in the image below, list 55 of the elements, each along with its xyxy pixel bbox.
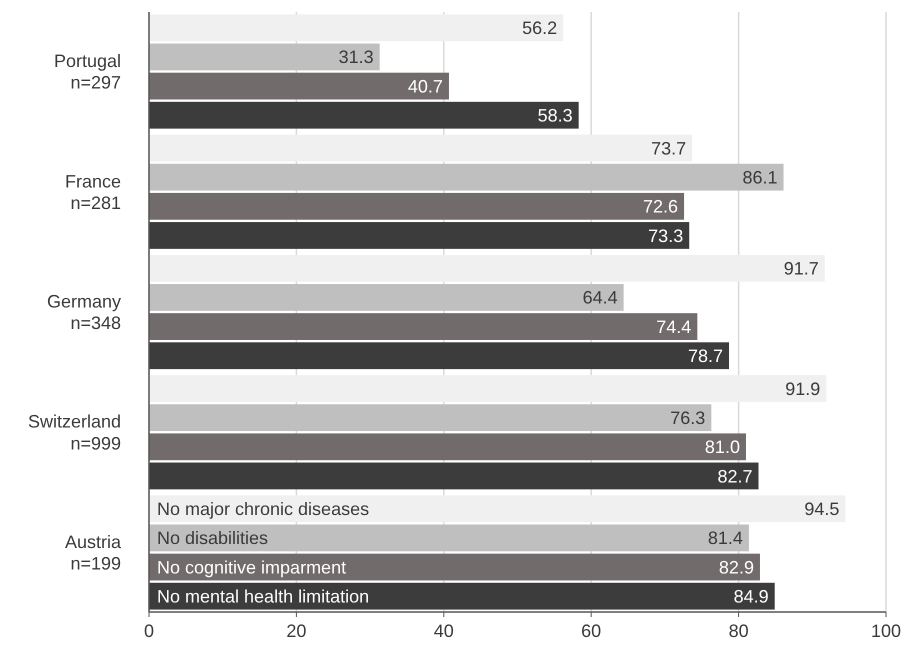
data-label: 31.3: [338, 47, 374, 68]
x-tick-label: 40: [434, 621, 454, 641]
bar: [149, 433, 746, 460]
data-label: 78.7: [688, 346, 724, 366]
data-label: 82.9: [718, 557, 754, 578]
series-label: No major chronic diseases: [157, 499, 370, 520]
data-label: 81.4: [708, 528, 743, 548]
data-label: 58.3: [538, 106, 573, 126]
x-tick-label: 80: [728, 621, 749, 641]
bar: [149, 254, 825, 282]
bar: [149, 192, 684, 220]
data-label: 81.0: [704, 437, 740, 458]
x-tick-label: 20: [286, 621, 306, 641]
bar: [149, 222, 690, 249]
bar: [149, 72, 449, 100]
data-label: 56.2: [522, 18, 558, 38]
series-label: No mental health limitation: [157, 586, 370, 606]
data-label: 72.6: [643, 196, 678, 217]
y-tick-label: France n=281: [64, 171, 121, 213]
y-tick-label: Germany n=348: [46, 292, 121, 334]
data-label: 64.4: [582, 288, 618, 308]
bar: [149, 495, 846, 522]
data-label: 74.4: [656, 316, 692, 337]
bar: [149, 134, 692, 162]
bar: [149, 404, 712, 432]
data-label: 76.3: [670, 408, 706, 428]
bar: [149, 582, 775, 610]
bar: [149, 554, 760, 580]
y-tick-label: Switzerland n=999: [28, 412, 121, 454]
bar: [149, 284, 624, 311]
series-label: No disabilities: [157, 528, 268, 548]
data-label: 82.7: [717, 466, 752, 486]
data-label: 73.7: [651, 138, 686, 158]
bar: [149, 375, 826, 402]
y-tick-label: Portugal n=297: [54, 51, 121, 93]
data-label: 94.5: [804, 499, 840, 520]
bar: [149, 14, 564, 42]
bar: [149, 342, 730, 370]
bar: [149, 164, 784, 191]
x-tick-label: 0: [144, 621, 154, 641]
series-label: No cognitive imparment: [157, 557, 346, 578]
data-label: 84.9: [734, 586, 769, 606]
bar: [149, 44, 380, 70]
data-label: 91.7: [784, 258, 819, 279]
bar: [149, 462, 758, 490]
bar: [149, 524, 749, 552]
y-tick-label: Austria n=199: [64, 532, 122, 574]
data-label: 86.1: [742, 167, 778, 188]
bar: [149, 102, 579, 129]
bar: [149, 313, 698, 340]
data-label: 91.9: [785, 378, 820, 399]
data-label: 40.7: [408, 76, 443, 96]
data-label: 73.3: [648, 226, 684, 246]
x-tick-label: 60: [581, 621, 602, 641]
x-tick-label: 100: [870, 621, 902, 641]
